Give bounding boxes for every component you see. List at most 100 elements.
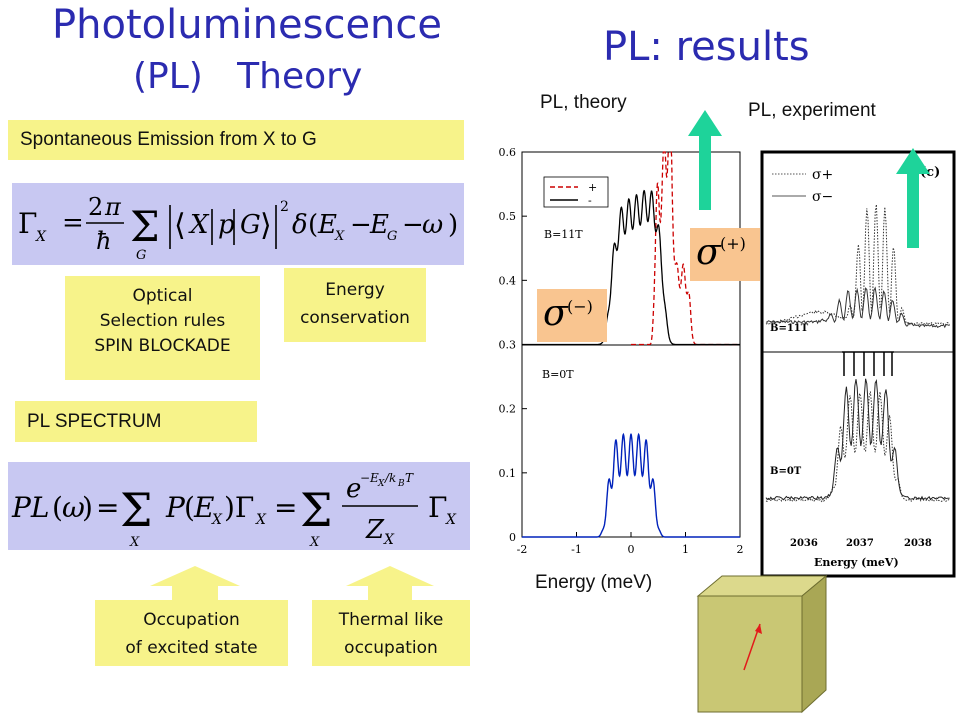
theory-y-tick-label: 0.4 (499, 274, 517, 287)
svg-text:): ) (82, 491, 93, 524)
theory-y-tick-label: 0.6 (499, 146, 517, 159)
pl-formula-box: PL ( ω ) = Σ X P ( E X )Γ X = Σ X e −E X… (8, 462, 470, 550)
svg-text:e: e (346, 474, 361, 504)
energy-conservation-box: Energy conservation (284, 268, 426, 342)
occupation-box: Occupation of excited state (95, 600, 288, 666)
svg-text:X: X (255, 512, 267, 528)
svg-text:(: ( (184, 491, 195, 524)
svg-text:X: X (383, 532, 395, 548)
exp-tick-2038: 2038 (904, 538, 932, 549)
green-up-arrow-experiment-icon (896, 148, 930, 248)
svg-text:X: X (35, 229, 47, 245)
theory-annotation-11t: B=11T (544, 228, 583, 241)
svg-text:T: T (405, 471, 414, 485)
selection-rules-label: Selection rules (99, 311, 226, 331)
svg-text:E: E (369, 210, 389, 240)
left-title-line1: Photoluminescence (52, 2, 442, 48)
conservation-label: conservation (300, 308, 410, 328)
theory-y-tick-label: 0.2 (499, 403, 517, 416)
exp-annotation-11t: B=11T (770, 323, 809, 334)
svg-text:/k: /k (384, 471, 396, 485)
spontaneous-emission-box: Spontaneous Emission from X to G (8, 120, 464, 160)
theory-curve-minus (522, 189, 740, 346)
svg-text:P: P (165, 491, 186, 524)
theory-x-tick-label: -2 (517, 543, 528, 556)
svg-text:ħ: ħ (96, 227, 111, 255)
gamma-formula: Γ X = 2 π ħ Σ G ⟨ X p G ⟩ 2 δ ( E X − E … (18, 193, 458, 263)
left-title-line2: (PL) Theory (133, 56, 363, 97)
svg-text:p: p (218, 210, 235, 240)
svg-text:G: G (240, 210, 261, 240)
spontaneous-emission-label: Spontaneous Emission from X to G (20, 129, 317, 150)
pl-formula: PL ( ω ) = Σ X P ( E X )Γ X = Σ X e −E X… (11, 471, 457, 550)
svg-text:=: = (274, 491, 297, 524)
thermal-label-line2: occupation (344, 638, 438, 658)
exp-curve-plus-11t (765, 204, 950, 326)
svg-text:ω: ω (62, 491, 85, 524)
gamma-formula-box: Γ X = 2 π ħ Σ G ⟨ X p G ⟩ 2 δ ( E X − E … (12, 183, 464, 265)
theory-y-tick-label: 0.5 (499, 210, 517, 223)
svg-text:−E: −E (360, 471, 379, 485)
experiment-frame (760, 150, 956, 578)
theory-x-tick-label: 0 (628, 543, 635, 556)
svg-text:=: = (62, 208, 84, 238)
exp-legend-plus: σ+ (812, 167, 833, 183)
optical-selection-box: Optical Selection rules SPIN BLOCKADE (65, 276, 260, 380)
right-title: PL: results (603, 24, 810, 70)
exp-curve-minus-0t (765, 378, 950, 501)
sigma-minus-symbol: σ (543, 293, 568, 334)
svg-text:δ: δ (292, 210, 308, 240)
svg-text:E: E (193, 491, 214, 524)
svg-text:PL: PL (11, 491, 49, 524)
svg-text:2: 2 (88, 193, 103, 221)
svg-text:X: X (309, 535, 320, 550)
svg-text:E: E (317, 210, 337, 240)
exp-annotation-0t: B=0T (770, 466, 802, 477)
pl-spectrum-label: PL SPECTRUM (27, 411, 162, 432)
svg-text:Γ: Γ (18, 207, 37, 240)
exp-peak-comb (842, 351, 894, 376)
svg-text:2: 2 (280, 199, 289, 215)
svg-text:π: π (104, 193, 122, 221)
thermal-box: Thermal like occupation (312, 600, 470, 666)
svg-text:⟩: ⟩ (260, 208, 272, 243)
sigma-minus-box: σ (−) (537, 289, 607, 342)
thermal-label-line1: Thermal like (338, 610, 444, 630)
theory-y-tick-label: 0.3 (499, 339, 517, 352)
theory-chart: 0 0.1 0.2 0.3 0.4 0.5 0.6 -2 -1 0 1 2 + - B=11T B=0… (499, 146, 744, 556)
theory-y-tick-label: 0.1 (499, 467, 517, 480)
occupation-label-line1: Occupation (143, 610, 240, 630)
sigma-minus-sup: (−) (567, 297, 593, 316)
optical-label: Optical (132, 286, 193, 306)
svg-text:Γ: Γ (428, 491, 447, 524)
exp-tick-2037: 2037 (846, 538, 874, 549)
svg-text:)Γ: )Γ (224, 491, 254, 524)
svg-text:B: B (397, 479, 405, 489)
svg-text:Σ: Σ (120, 483, 153, 537)
spin-blockade-label: SPIN BLOCKADE (94, 336, 231, 356)
up-arrow-thermal-icon (346, 566, 434, 602)
svg-text:⟨: ⟨ (174, 208, 186, 243)
svg-text:−: − (350, 210, 372, 240)
svg-text:Σ: Σ (300, 483, 333, 537)
svg-text:X: X (445, 512, 457, 528)
theory-curve-plus (631, 151, 740, 346)
energy-axis-label: Energy (meV) (535, 572, 653, 593)
svg-text:ω: ω (422, 210, 443, 240)
theory-annotation-0t: B=0T (542, 368, 574, 381)
pl-theory-label: PL, theory (540, 92, 627, 113)
theory-x-tick-label: -1 (571, 543, 582, 556)
svg-text:X: X (188, 210, 210, 240)
cube-icon (696, 574, 828, 714)
svg-text:−: − (402, 210, 424, 240)
exp-curve-plus-0t (765, 391, 950, 503)
occupation-label-line2: of excited state (125, 638, 258, 658)
sigma-plus-box: σ (+) (690, 228, 760, 281)
svg-text:(: ( (308, 210, 318, 240)
svg-text:=: = (96, 491, 119, 524)
theory-x-tick-label: 1 (682, 543, 689, 556)
svg-text:X: X (334, 229, 345, 244)
pl-experiment-label: PL, experiment (748, 100, 876, 121)
exp-tick-2036: 2036 (790, 538, 818, 549)
svg-text:Z: Z (365, 515, 385, 545)
